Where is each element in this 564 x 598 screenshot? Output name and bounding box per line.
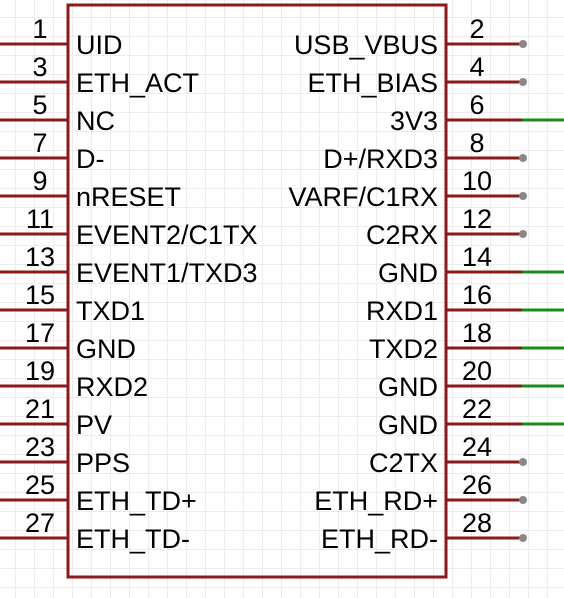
pin-number: 9 — [32, 166, 47, 196]
pin-number: 12 — [462, 204, 492, 234]
pin-number: 6 — [469, 90, 484, 120]
pin-label: PV — [76, 410, 112, 440]
pin-label: C2RX — [366, 220, 438, 250]
pin-number: 8 — [469, 128, 484, 158]
pin-endpoint[interactable] — [519, 496, 527, 504]
pin-number: 26 — [462, 470, 492, 500]
pin-label: VARF/C1RX — [288, 182, 438, 212]
pin-number: 21 — [25, 394, 55, 424]
pin-label: USB_VBUS — [294, 30, 438, 60]
pin-endpoint[interactable] — [519, 154, 527, 162]
pin-label: 3V3 — [390, 106, 438, 136]
pin-label: TXD1 — [76, 296, 145, 326]
component-body[interactable] — [66, 3, 448, 579]
pin-label: ETH_ACT — [76, 68, 199, 98]
pin-label: NC — [76, 106, 115, 136]
pin-label: C2TX — [369, 448, 438, 478]
pin-number: 22 — [462, 394, 492, 424]
pin-number: 4 — [469, 52, 484, 82]
pin-number: 18 — [462, 318, 492, 348]
pin-label: ETH_TD- — [76, 524, 190, 554]
pin-label: GND — [378, 258, 438, 288]
pin-endpoint[interactable] — [519, 534, 527, 542]
pin-label: EVENT2/C1TX — [76, 220, 258, 250]
pin-number: 24 — [462, 432, 492, 462]
pin-label: EVENT1/TXD3 — [76, 258, 258, 288]
pin-label: GND — [378, 372, 438, 402]
pin-number: 16 — [462, 280, 492, 310]
pin-number: 11 — [26, 204, 54, 234]
pin-number: 3 — [32, 52, 47, 82]
pin-label: UID — [76, 30, 123, 60]
pin-number: 20 — [462, 356, 492, 386]
pin-number: 2 — [469, 14, 484, 44]
pin-number: 1 — [32, 14, 47, 44]
pin-label: GND — [378, 410, 438, 440]
pin-number: 28 — [462, 508, 492, 538]
pin-label: ETH_RD+ — [314, 486, 438, 516]
pin-number: 23 — [25, 432, 55, 462]
pin-number: 17 — [25, 318, 55, 348]
pin-number: 14 — [462, 242, 492, 272]
pin-endpoint[interactable] — [519, 40, 527, 48]
pin-number: 19 — [25, 356, 55, 386]
pin-label: RXD1 — [366, 296, 438, 326]
pin-number: 27 — [25, 508, 55, 538]
pin-endpoint[interactable] — [519, 192, 527, 200]
pin-endpoint[interactable] — [519, 78, 527, 86]
pin-label: PPS — [76, 448, 130, 478]
pin-label: RXD2 — [76, 372, 148, 402]
pin-number: 13 — [25, 242, 55, 272]
pin-number: 5 — [32, 90, 47, 120]
pin-endpoint[interactable] — [519, 230, 527, 238]
pin-label: ETH_TD+ — [76, 486, 197, 516]
pin-label: TXD2 — [369, 334, 438, 364]
pins-layer: 1 UID 3 ETH_ACT 5 NC 7 D- 9 nRESET 11 EVENT2/C1TX 13… — [0, 14, 564, 554]
pin-endpoint[interactable] — [519, 458, 527, 466]
pin-number: 15 — [25, 280, 55, 310]
pin-label: ETH_RD- — [321, 524, 438, 554]
pin-label: GND — [76, 334, 136, 364]
pin-number: 7 — [32, 128, 47, 158]
pin-label: D+/RXD3 — [323, 144, 438, 174]
pin-label: D- — [76, 144, 105, 174]
pin-number: 25 — [25, 470, 55, 500]
pin-label: nRESET — [76, 182, 181, 212]
pin-number: 10 — [462, 166, 492, 196]
pin-label: ETH_BIAS — [307, 68, 438, 98]
